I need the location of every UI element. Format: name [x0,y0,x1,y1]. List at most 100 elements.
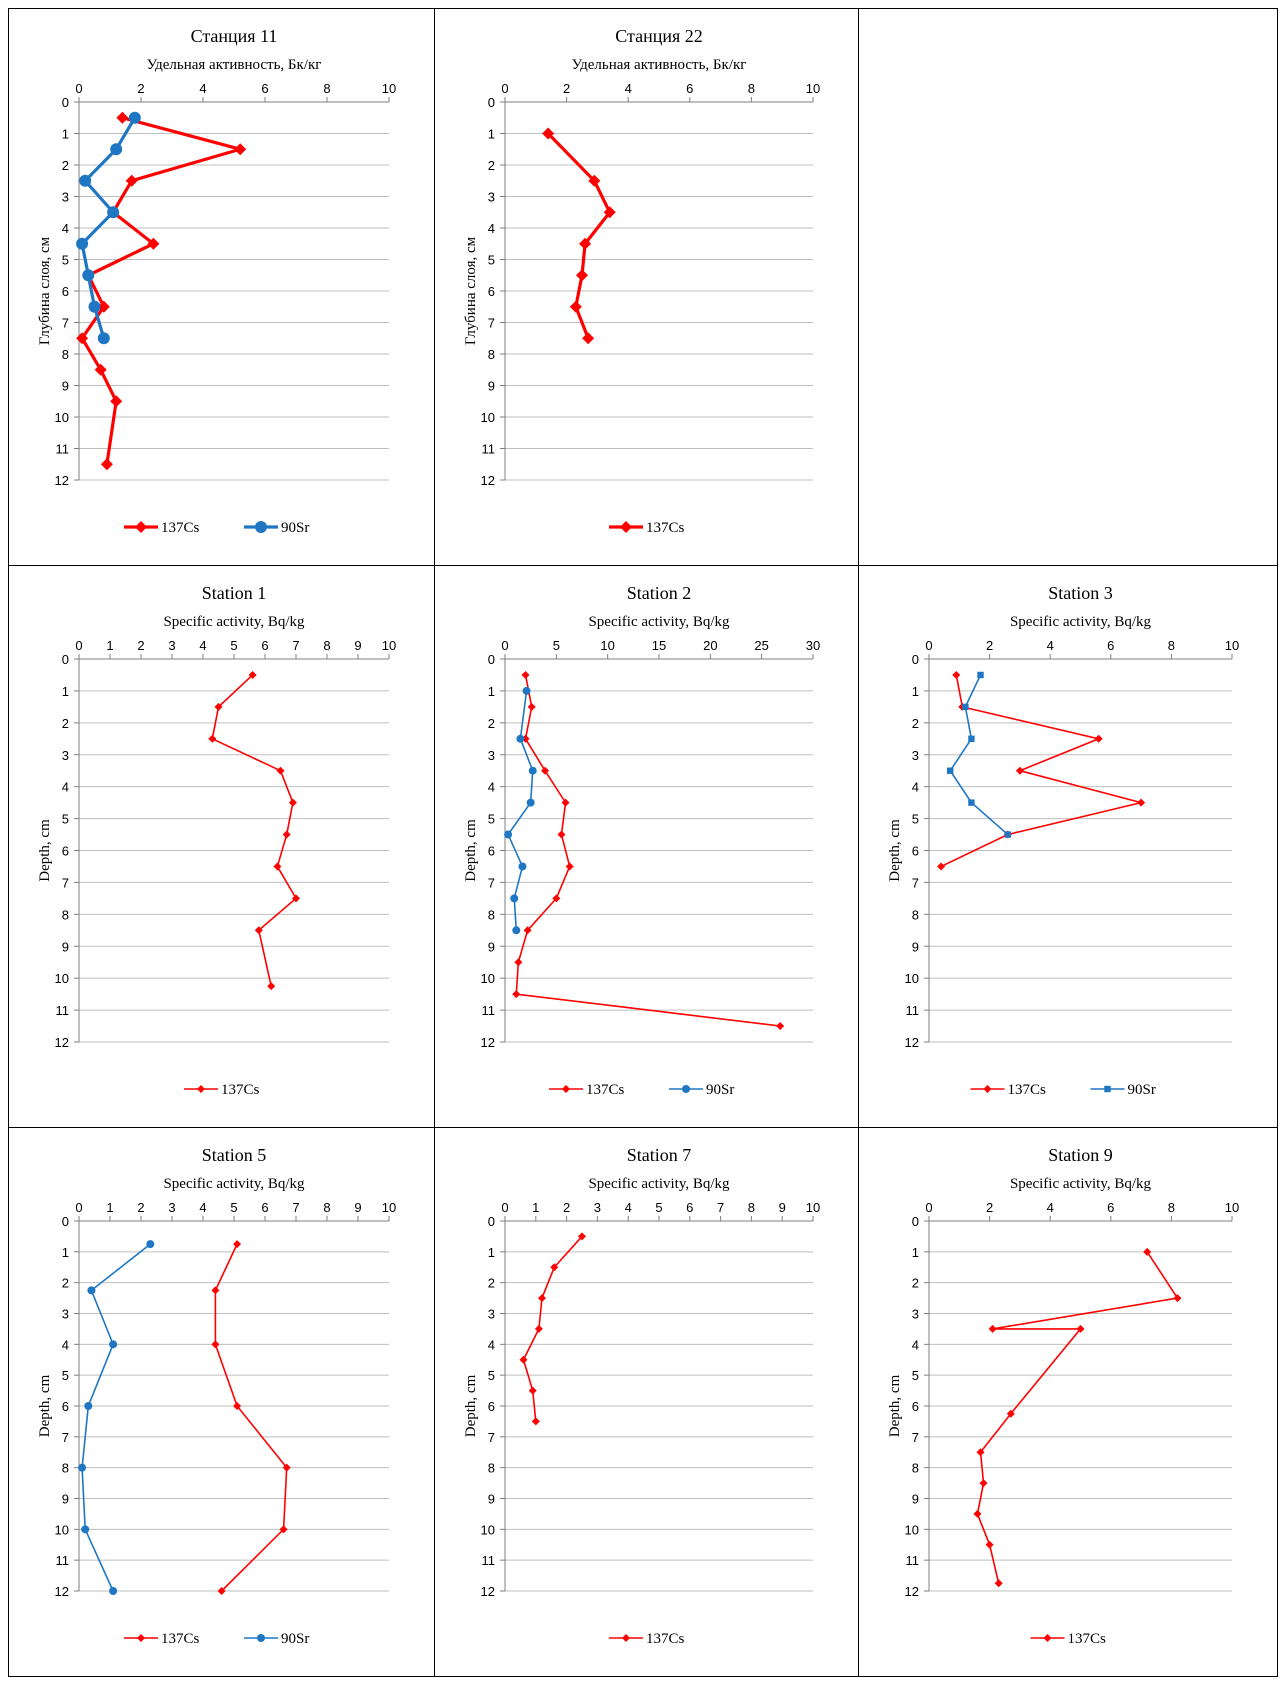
data-point [273,862,282,871]
chart-panel: Station 1 Specific activity, Bq/kg Depth, … [8,565,435,1128]
x-axis-label: Specific activity, Bq/kg [588,1176,730,1192]
y-tick-label: 10 [55,1522,69,1537]
x-tick-label: 5 [553,638,560,653]
legend-swatch-marker [1104,1085,1111,1093]
data-point [208,734,217,743]
data-point [1094,734,1103,743]
data-point [147,237,160,250]
y-tick-label: 12 [905,1035,919,1050]
data-point [514,958,523,967]
y-tick-label: 11 [56,1553,70,1568]
data-point [214,702,223,711]
data-point [582,332,595,345]
y-tick-label: 5 [62,812,69,827]
y-axis-label: Depth, cm [887,1374,903,1437]
y-tick-label: 7 [488,316,495,331]
data-point [282,1463,291,1472]
data-point [565,862,574,871]
y-tick-label: 11 [56,1003,70,1018]
data-point [522,686,531,695]
y-tick-label: 6 [488,844,495,859]
y-tick-label: 2 [912,716,919,731]
chart-svg: Station 1 Specific activity, Bq/kg Depth, … [37,583,396,1098]
y-tick-label: 7 [62,1430,69,1445]
data-point [968,799,975,806]
data-point [78,1463,87,1472]
y-tick-label: 2 [62,716,69,731]
x-tick-label: 5 [655,1200,662,1215]
x-axis-label: Удельная активность, Бк/кг [147,57,322,73]
y-tick-label: 11 [906,1553,920,1568]
y-tick-label: 10 [481,410,495,425]
y-tick-label: 7 [62,875,69,890]
x-tick-label: 20 [703,638,717,653]
y-tick-label: 4 [488,221,495,236]
x-tick-label: 6 [261,638,268,653]
y-tick-label: 4 [488,780,495,795]
data-point [81,1525,90,1534]
y-tick-label: 1 [62,684,69,699]
x-tick-label: 10 [806,1200,820,1215]
data-point [76,332,89,345]
x-tick-label: 3 [168,1200,175,1215]
legend-label: 137Cs [646,520,685,536]
data-point [527,702,536,711]
legend-label: 90Sr [1128,1082,1156,1098]
y-tick-label: 6 [488,1399,495,1414]
series-line [211,674,298,987]
x-tick-label: 10 [806,81,820,96]
x-tick-label: 0 [925,1200,932,1215]
data-point [976,1448,985,1457]
y-tick-label: 6 [62,284,69,299]
legend-label: 137Cs [221,1082,260,1098]
data-point [211,1286,220,1295]
y-tick-label: 2 [488,158,495,173]
x-tick-label: 4 [625,81,632,96]
y-tick-label: 8 [488,1461,495,1476]
series-line [81,1243,151,1592]
data-point [531,1417,540,1426]
chart-title: Station 5 [202,1145,267,1165]
x-tick-label: 30 [806,638,820,653]
y-tick-label: 5 [912,812,919,827]
legend-swatch-marker [682,1085,690,1093]
x-axis-label: Specific activity, Bq/kg [1010,1176,1152,1192]
chart-title: Station 2 [627,583,692,603]
y-tick-label: 10 [905,1522,919,1537]
legend-label: 90Sr [281,1631,309,1647]
y-tick-label: 7 [488,875,495,890]
chart-title: Station 1 [202,583,267,603]
data-point [125,174,138,187]
y-tick-label: 8 [488,907,495,922]
data-point [110,143,123,156]
x-tick-label: 6 [686,81,693,96]
y-tick-label: 5 [62,253,69,268]
data-point [579,237,592,250]
data-point [776,1022,785,1031]
x-tick-label: 2 [986,638,993,653]
x-axis-label: Specific activity, Bq/kg [163,614,305,630]
data-point [1173,1294,1182,1303]
y-tick-label: 1 [62,127,69,142]
x-tick-label: 4 [199,1200,206,1215]
data-point [292,894,300,903]
data-point [233,1402,242,1410]
legend-item: 137Cs [124,1631,200,1647]
data-point [88,300,101,313]
y-tick-label: 6 [912,1399,919,1414]
y-tick-label: 8 [62,907,69,922]
data-point [1015,766,1024,775]
y-tick-label: 5 [62,1368,69,1383]
x-axis-label: Specific activity, Bq/kg [588,614,730,630]
data-point [279,1525,288,1534]
data-point [1137,798,1146,807]
x-tick-label: 10 [600,638,614,653]
data-point [116,111,129,124]
x-tick-label: 6 [261,81,268,96]
y-tick-label: 2 [912,1276,919,1291]
y-tick-label: 9 [62,379,69,394]
legend-item: 137Cs [970,1082,1046,1098]
data-point [962,703,969,711]
x-tick-label: 9 [354,638,361,653]
x-tick-label: 8 [1168,638,1175,653]
